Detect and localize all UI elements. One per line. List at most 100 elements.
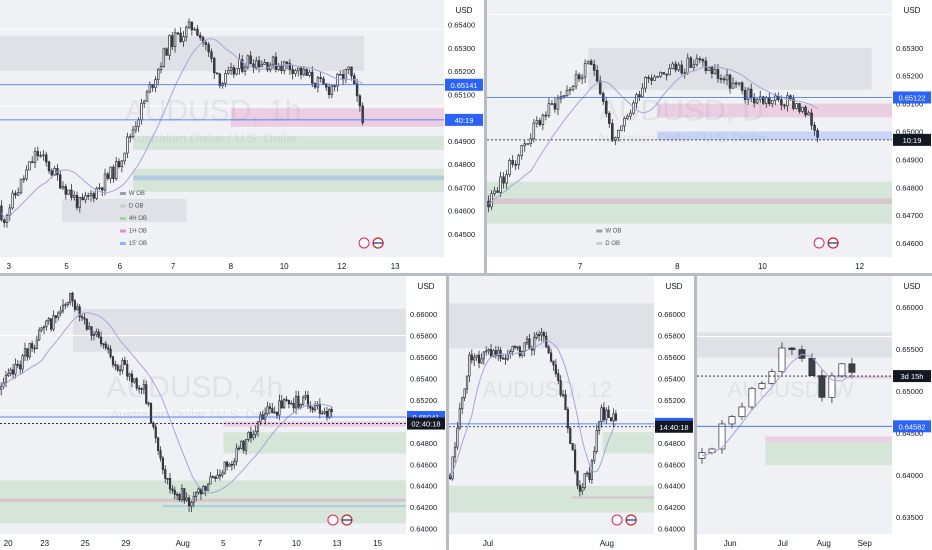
candle-up	[323, 411, 326, 414]
candle-down	[97, 331, 100, 338]
price-tick-label: 0.64000	[410, 525, 437, 534]
candle-down	[511, 160, 514, 165]
price-tick-label: 0.66000	[410, 310, 437, 319]
chart-panel-12h[interactable]: AUDUSD, 12 USD 0.66000 0.65800 0.65600 0.6540…	[449, 276, 694, 550]
candle-down	[242, 440, 245, 451]
candle-down	[318, 403, 321, 414]
price-label-box	[445, 78, 483, 91]
candle-up	[243, 66, 247, 72]
candle-up	[535, 120, 539, 124]
moving-average-line	[0, 312, 332, 494]
event-icon	[813, 237, 825, 249]
candle-down	[638, 94, 641, 98]
candle-up	[9, 369, 12, 374]
candle-up	[482, 351, 485, 360]
candle-down	[650, 77, 653, 81]
candle-down	[545, 335, 548, 348]
candle-down	[123, 360, 126, 365]
candle-up	[629, 112, 632, 117]
candle-up	[786, 95, 789, 107]
price-tick-label: 0.64500	[448, 230, 475, 239]
candle-down	[44, 154, 48, 163]
chart-panel-daily[interactable]: AUDUSD, D Australian Dollar / U.S. Dollar…	[487, 0, 932, 273]
candle-up	[620, 125, 623, 131]
candle-down	[614, 413, 617, 421]
time-tick-label: Aug	[176, 539, 190, 548]
candle-up	[523, 143, 527, 147]
candle-down	[788, 347, 796, 350]
candle-up	[209, 476, 212, 485]
candle-up	[16, 192, 20, 196]
candle-down	[494, 350, 497, 356]
chart-panel-1h[interactable]: AUDUSD, 1h Australian Dollar / U.S. Dolla…	[0, 0, 484, 273]
candle-down	[665, 73, 668, 76]
candle-down	[268, 406, 271, 409]
candle-up	[453, 446, 457, 458]
price-tick-label: 0.65400	[448, 21, 475, 30]
candle-down	[571, 443, 574, 451]
candle-up	[4, 375, 8, 384]
candle-down	[680, 64, 684, 74]
legend-swatch	[119, 204, 126, 208]
candle-down	[274, 56, 278, 70]
chart-panel-4h[interactable]: AUDUSD, 4h Australian Dollar / U.S. Dolla…	[0, 276, 446, 550]
candle-down	[848, 363, 856, 373]
candle-up	[562, 95, 566, 98]
candle-up	[229, 67, 233, 71]
candle-up	[88, 326, 91, 330]
order-block-zone-pink	[487, 198, 892, 205]
price-tick-label: 0.65300	[896, 44, 923, 53]
order-block-zone-pink	[657, 103, 892, 118]
candle-up	[746, 88, 750, 100]
candle-up	[771, 99, 774, 105]
candle-up	[807, 112, 810, 116]
candle-down	[271, 408, 274, 414]
candle-down	[102, 343, 105, 345]
candle-up	[718, 423, 726, 450]
candle-down	[549, 352, 553, 362]
event-icon	[358, 237, 370, 249]
candle-down	[487, 200, 490, 208]
candle-down	[554, 364, 557, 374]
candle-down	[75, 194, 79, 208]
candle-up	[313, 405, 317, 411]
candle-up	[273, 411, 276, 414]
time-axis	[449, 534, 654, 550]
candle-down	[33, 347, 36, 350]
candle-down	[211, 476, 214, 479]
candle-up	[635, 94, 638, 104]
time-tick-label: 10	[280, 262, 289, 271]
price-label: 10:19	[903, 136, 922, 145]
candle-down	[157, 437, 160, 451]
price-tick-label: 0.65200	[896, 72, 923, 81]
candle-down	[716, 69, 720, 79]
candle-up	[271, 56, 275, 66]
divider-vertical-top	[484, 0, 487, 274]
divider-horizontal	[0, 273, 932, 276]
candle-down	[319, 77, 322, 80]
candle-up	[339, 73, 342, 76]
candle-down	[544, 114, 548, 117]
candle-down	[710, 66, 714, 74]
candle-down	[740, 82, 744, 91]
time-axis	[487, 257, 892, 273]
candle-down	[537, 334, 541, 336]
candle-down	[80, 316, 84, 319]
candle-down	[87, 195, 90, 197]
candle-down	[16, 364, 19, 366]
candle-up	[505, 174, 508, 184]
chart-panel-weekly[interactable]: AUDUSD, W USD 0.66000 0.65500 0.65000 0.64500…	[697, 276, 932, 550]
candle-down	[19, 364, 22, 370]
candle-down	[299, 67, 303, 76]
candle-up	[103, 173, 107, 191]
candle-up	[294, 70, 297, 74]
candle-up	[64, 304, 67, 306]
time-tick-label: 7	[578, 262, 583, 271]
candle-down	[171, 488, 174, 491]
candle-down	[489, 349, 493, 357]
candle-down	[81, 197, 84, 201]
legend-swatch	[119, 242, 126, 245]
candle-up	[692, 64, 696, 68]
candle-down	[722, 78, 726, 81]
price-label-box	[893, 133, 931, 146]
